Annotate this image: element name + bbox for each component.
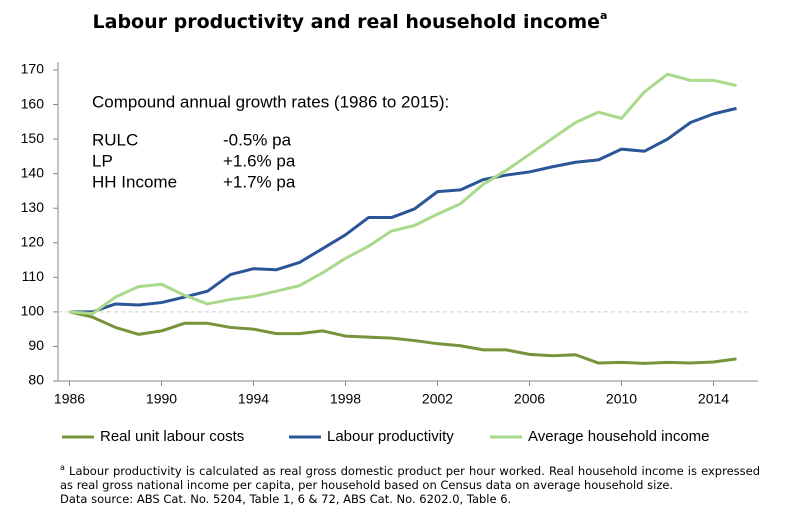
x-tick-label: 1986 <box>54 391 85 407</box>
annotation-label: LP <box>92 151 113 170</box>
annotation-heading: Compound annual growth rates (1986 to 20… <box>92 92 449 111</box>
title-text: Labour productivity and real household i… <box>93 11 601 33</box>
footnote-block: a Labour productivity is calculated as r… <box>60 461 760 506</box>
source: Data source: ABS Cat. No. 5204, Table 1,… <box>60 491 512 506</box>
x-tick-label: 2014 <box>698 391 729 407</box>
footnote-marker: a <box>60 463 65 472</box>
y-tick-label: 170 <box>21 61 45 77</box>
x-tick-label: 2006 <box>514 391 545 407</box>
chart: Labour productivity and real household i… <box>21 9 758 445</box>
y-tick-label: 120 <box>21 233 45 249</box>
y-tick-label: 130 <box>21 199 45 215</box>
y-tick-label: 160 <box>21 95 45 111</box>
series-line <box>69 310 737 365</box>
y-tick-label: 100 <box>21 303 45 319</box>
x-tick-label: 1990 <box>146 391 177 407</box>
series-line <box>69 106 737 314</box>
chart-title: Labour productivity and real household i… <box>93 9 608 33</box>
legend-label: Real unit labour costs <box>100 428 244 445</box>
legend-label: Average household income <box>528 428 710 445</box>
footnote: a Labour productivity is calculated as r… <box>60 461 760 492</box>
title-marker: a <box>600 9 607 22</box>
y-tick-label: 140 <box>21 164 45 180</box>
annotation-value: +1.6% pa <box>223 151 296 170</box>
x-tick-label: 2010 <box>606 391 637 407</box>
y-tick-label: 110 <box>22 268 45 284</box>
x-tick-label: 2002 <box>422 391 453 407</box>
y-tick-label: 90 <box>28 337 44 353</box>
series-line <box>69 72 737 316</box>
footnote-text: Labour productivity is calculated as rea… <box>60 463 760 492</box>
legend-label: Labour productivity <box>327 428 454 445</box>
x-tick-label: 1998 <box>330 391 361 407</box>
annotation-value: -0.5% pa <box>223 130 292 149</box>
y-tick-label: 150 <box>21 130 45 146</box>
annotation-label: RULC <box>92 130 138 149</box>
y-tick-label: 80 <box>28 372 44 388</box>
x-tick-label: 1994 <box>238 391 269 407</box>
annotation-value: +1.7% pa <box>223 172 296 191</box>
annotation-label: HH Income <box>92 172 177 191</box>
